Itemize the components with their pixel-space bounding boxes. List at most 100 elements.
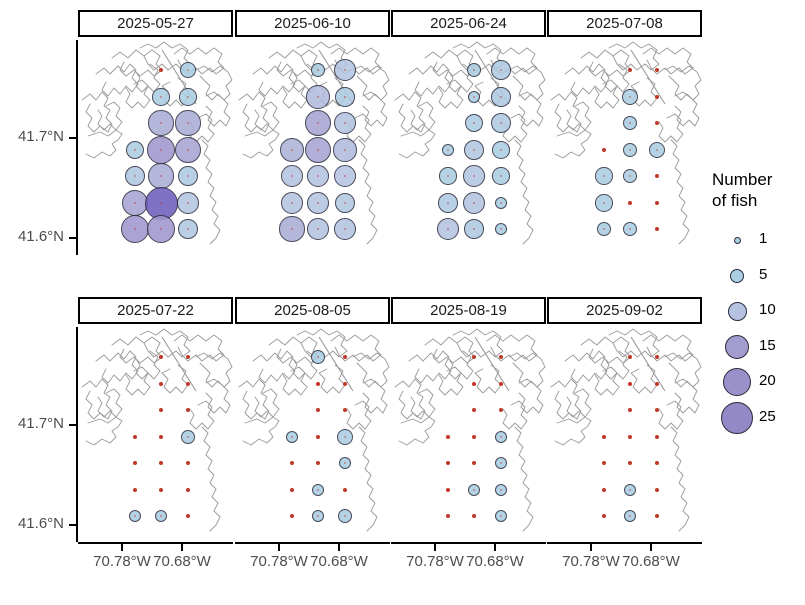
station-center-marker (499, 201, 503, 205)
station-center-marker (133, 148, 137, 152)
zero-catch-marker (472, 408, 476, 412)
facet-strip-label: 2025-08-19 (391, 297, 546, 324)
zero-catch-marker (655, 435, 659, 439)
zero-catch-marker (655, 355, 659, 359)
x-axis-tick-label: 70.68°W (153, 553, 211, 570)
legend-key-label: 25 (759, 407, 776, 425)
zero-catch-marker (628, 435, 632, 439)
zero-catch-marker (655, 68, 659, 72)
station-center-marker (133, 201, 137, 205)
station-center-marker (446, 148, 450, 152)
station-center-marker (133, 174, 137, 178)
station-center-marker (655, 148, 659, 152)
x-axis-line (547, 542, 702, 544)
station-center-marker (343, 227, 347, 231)
zero-catch-marker (290, 488, 294, 492)
zero-catch-marker (602, 435, 606, 439)
station-center-marker (316, 488, 320, 492)
x-axis-tick-label: 70.78°W (406, 553, 464, 570)
zero-catch-marker (472, 435, 476, 439)
x-axis-tick (278, 544, 280, 551)
station-center-marker (472, 95, 476, 99)
station-center-marker (499, 514, 503, 518)
zero-catch-marker (343, 408, 347, 412)
station-center-marker (628, 174, 632, 178)
x-axis-tick (494, 544, 496, 551)
zero-catch-marker (499, 355, 503, 359)
station-center-marker (602, 201, 606, 205)
zero-catch-marker (133, 435, 137, 439)
station-center-marker (316, 121, 320, 125)
zero-catch-marker (290, 461, 294, 465)
station-center-marker (628, 514, 632, 518)
station-center-marker (316, 201, 320, 205)
zero-catch-marker (159, 461, 163, 465)
station-center-marker (628, 148, 632, 152)
station-center-marker (159, 174, 163, 178)
station-center-marker (186, 68, 190, 72)
station-center-marker (499, 95, 503, 99)
facet-panel (391, 40, 546, 255)
x-axis-tick-label: 70.68°W (466, 553, 524, 570)
facet-panel (78, 40, 233, 255)
station-center-marker (628, 227, 632, 231)
x-axis-tick-label: 70.78°W (562, 553, 620, 570)
y-axis-tick (69, 237, 76, 239)
zero-catch-marker (655, 408, 659, 412)
zero-catch-marker (186, 355, 190, 359)
station-center-marker (290, 174, 294, 178)
zero-catch-marker (472, 382, 476, 386)
zero-catch-marker (628, 355, 632, 359)
x-axis-tick (338, 544, 340, 551)
station-center-marker (343, 514, 347, 518)
facet-panel (235, 40, 390, 255)
y-axis-tick-label: 41.6°N (17, 515, 64, 532)
station-center-marker (316, 227, 320, 231)
station-center-marker (316, 95, 320, 99)
x-axis-line (391, 542, 546, 544)
facet-panel (235, 327, 390, 542)
station-center-marker (159, 201, 163, 205)
zero-catch-marker (290, 514, 294, 518)
facet-panel (547, 40, 702, 255)
zero-catch-marker (499, 382, 503, 386)
station-center-marker (499, 461, 503, 465)
station-center-marker (343, 148, 347, 152)
zero-catch-marker (186, 382, 190, 386)
legend-key-label: 15 (759, 336, 776, 354)
station-center-marker (499, 121, 503, 125)
coastline-map (550, 328, 702, 532)
x-axis-tick-label: 70.68°W (622, 553, 680, 570)
y-axis-line (76, 40, 78, 255)
zero-catch-marker (446, 461, 450, 465)
x-axis-tick (590, 544, 592, 551)
station-center-marker (186, 174, 190, 178)
legend-key-label: 20 (759, 372, 776, 389)
zero-catch-marker (159, 68, 163, 72)
zero-catch-marker (316, 461, 320, 465)
coastline-map (81, 328, 233, 532)
zero-catch-marker (446, 514, 450, 518)
zero-catch-marker (602, 461, 606, 465)
x-axis-tick (181, 544, 183, 551)
zero-catch-marker (186, 514, 190, 518)
zero-catch-marker (343, 355, 347, 359)
station-center-marker (186, 227, 190, 231)
station-center-marker (602, 174, 606, 178)
y-axis-tick (69, 524, 76, 526)
x-axis-tick-label: 70.68°W (310, 553, 368, 570)
zero-catch-marker (446, 488, 450, 492)
station-center-marker (316, 68, 320, 72)
y-axis-tick (69, 137, 76, 139)
x-axis-tick-label: 70.78°W (93, 553, 151, 570)
zero-catch-marker (628, 461, 632, 465)
facet-strip-label: 2025-08-05 (235, 297, 390, 324)
station-center-marker (316, 355, 320, 359)
station-center-marker (186, 121, 190, 125)
legend-key-symbol (721, 401, 753, 434)
station-center-marker (472, 227, 476, 231)
zero-catch-marker (472, 461, 476, 465)
station-center-marker (316, 174, 320, 178)
station-center-marker (446, 174, 450, 178)
